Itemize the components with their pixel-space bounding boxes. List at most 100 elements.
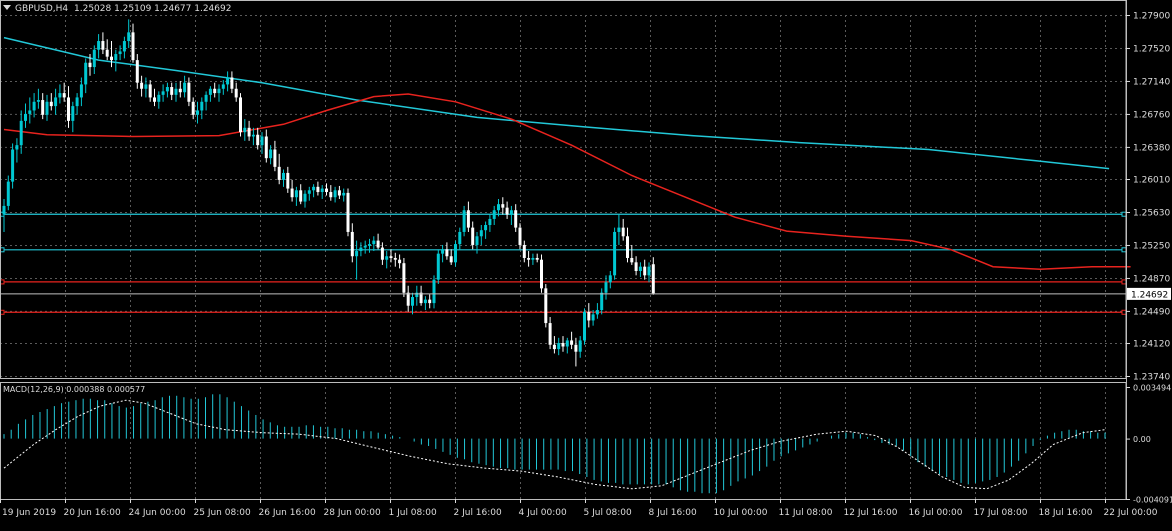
candle-body: [398, 259, 402, 264]
candle-body: [6, 181, 10, 206]
candle-body: [170, 87, 174, 95]
candle-body: [626, 236, 629, 258]
time-tick-label: 11 Jul 08:00: [779, 508, 833, 518]
price-tick-label: 1.27520: [1133, 44, 1170, 54]
candle-body: [178, 88, 182, 93]
time-tick-label: 19 Jun 2019: [2, 508, 56, 518]
candle-body: [165, 87, 169, 92]
candle-body: [591, 314, 595, 321]
candle-body: [174, 88, 178, 95]
candle-body: [441, 249, 445, 254]
moving-average-fast: [3, 93, 1131, 271]
candle-body: [376, 240, 380, 248]
candle-body: [230, 77, 234, 89]
candle-body: [415, 292, 419, 298]
candle-body: [183, 82, 187, 93]
candle-body: [363, 245, 367, 248]
time-tick-label: 25 Jun 08:00: [194, 508, 251, 518]
level-handle: [0, 247, 5, 253]
candle-body: [49, 101, 53, 107]
candle-body: [45, 101, 49, 115]
candle-body: [479, 230, 483, 237]
candle-body: [449, 256, 453, 263]
candle-body: [522, 244, 526, 258]
macd-panel: [3, 394, 1106, 494]
candle-body: [204, 94, 208, 102]
candle-body: [527, 257, 531, 260]
candle-body: [475, 236, 479, 245]
candle-body: [290, 188, 294, 198]
candle-body: [294, 190, 298, 198]
dropdown-arrow-icon[interactable]: [3, 5, 11, 10]
candle-body: [307, 190, 311, 194]
time-tick-label: 20 Jun 16:00: [64, 508, 121, 518]
candle-body: [135, 60, 139, 83]
time-tick-label: 5 Jul 08:00: [584, 508, 633, 518]
level-handle: [1121, 211, 1127, 217]
candle-body: [350, 231, 354, 257]
candle-body: [187, 82, 191, 102]
candle-body: [312, 186, 316, 191]
candle-body: [578, 340, 582, 352]
level-handle: [0, 279, 5, 285]
candle-body: [634, 262, 638, 271]
candle-body: [587, 311, 591, 321]
candle-body: [630, 257, 634, 263]
candle-body: [389, 256, 393, 258]
candle-body: [213, 88, 217, 94]
candle-body: [355, 251, 359, 257]
candle-body: [79, 84, 83, 98]
candle-body: [380, 247, 384, 260]
ohlc-readout: 1.25028 1.25109 1.24677 1.24692: [74, 4, 231, 14]
candle-body: [200, 101, 204, 111]
price-tick-label: 1.25250: [1133, 241, 1170, 251]
time-tick-label: 2 Jul 16:00: [454, 508, 503, 518]
candle-body: [535, 257, 539, 260]
current-price-label: 1.24692: [1131, 290, 1168, 300]
candle-body: [436, 253, 440, 280]
candle-body: [518, 227, 522, 245]
candle-body: [251, 134, 255, 137]
candle-body: [153, 97, 156, 102]
candle-body: [191, 101, 195, 115]
candle-body: [28, 110, 32, 114]
candle-body: [247, 127, 251, 137]
candle-body: [333, 190, 337, 198]
candle-body: [127, 32, 131, 42]
candle-body: [148, 84, 152, 98]
candle-body: [101, 41, 105, 50]
candle-body: [411, 297, 414, 306]
candle-body: [647, 266, 651, 276]
candle-body: [161, 91, 165, 95]
price-tick-label: 1.24490: [1133, 307, 1170, 317]
candle-body: [544, 288, 548, 324]
candle-body: [492, 210, 496, 219]
candle-body: [509, 210, 513, 215]
moving-average-slow: [3, 36, 1110, 170]
candle-body: [488, 218, 492, 226]
price-tick-label: 1.27140: [1133, 77, 1170, 87]
candle-body: [41, 100, 45, 115]
candle-body: [595, 310, 599, 315]
price-tick-label: 1.24120: [1133, 340, 1170, 350]
candle-body: [385, 256, 389, 260]
candle-body: [2, 205, 6, 215]
price-tick-label: 1.26760: [1133, 110, 1170, 120]
candle-body: [122, 41, 126, 52]
candle-body: [497, 204, 500, 211]
candle-body: [432, 279, 436, 304]
price-tick-label: 1.26380: [1133, 143, 1170, 153]
candle-body: [643, 266, 647, 276]
candle-body: [651, 264, 655, 294]
candle-body: [110, 56, 113, 61]
candle-body: [393, 257, 397, 260]
symbol-timeframe: GBPUSD,H4: [15, 4, 68, 14]
candle-body: [243, 127, 247, 133]
candle-body: [196, 110, 199, 115]
moving-averages: [3, 36, 1131, 271]
candle-body: [208, 88, 212, 95]
time-tick-label: 26 Jun 16:00: [259, 508, 316, 518]
candle-body: [368, 244, 371, 246]
